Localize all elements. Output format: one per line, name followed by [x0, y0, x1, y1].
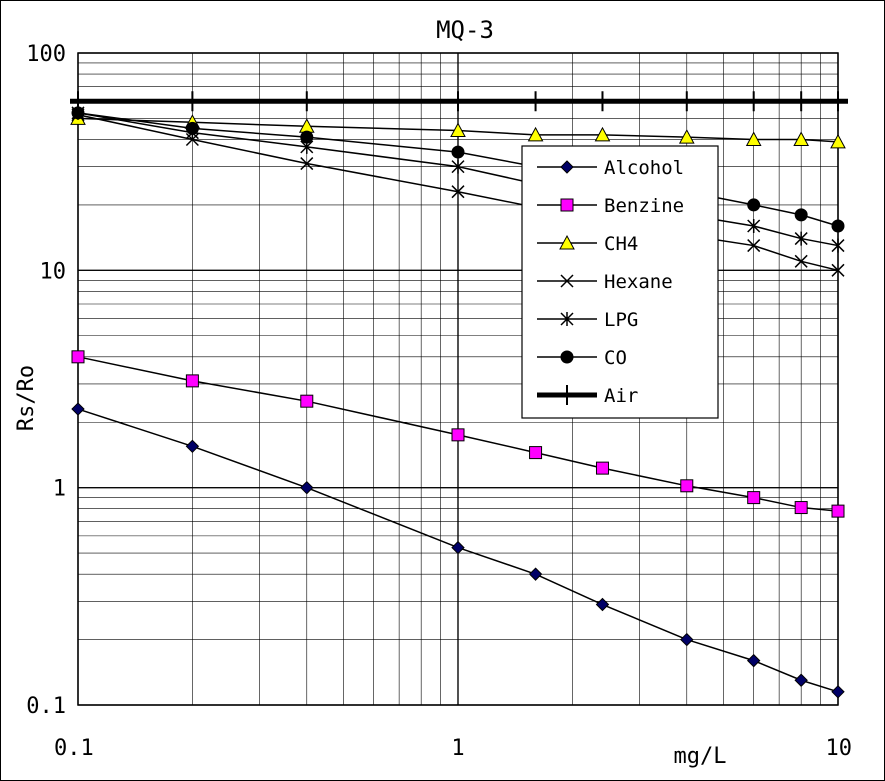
data-point-hexane — [451, 185, 465, 199]
data-point-ch4 — [793, 131, 810, 146]
y-tick-label: 10 — [40, 259, 67, 284]
data-point-alcohol — [300, 480, 314, 495]
data-point-benzine — [185, 374, 199, 388]
data-point-co — [747, 198, 761, 212]
series-line-alcohol — [77, 408, 839, 693]
data-point-lpg — [747, 218, 761, 233]
data-point-co — [831, 219, 845, 233]
data-point-lpg — [451, 159, 465, 174]
data-point-hexane — [300, 157, 314, 171]
data-point-lpg — [794, 231, 808, 246]
legend-marker-air — [560, 385, 574, 405]
data-point-air — [185, 91, 200, 112]
legend-marker-hexane — [560, 274, 574, 288]
data-point-ch4 — [450, 122, 466, 137]
data-point-air — [451, 91, 465, 112]
data-point-alcohol — [794, 673, 808, 687]
series-benzine — [71, 350, 845, 518]
series-layer — [70, 91, 848, 699]
y-tick-label: 0.1 — [26, 694, 66, 719]
y-axis-label: Rs/Ro — [14, 365, 39, 431]
legend-box — [521, 145, 719, 419]
legend-label-air: Air — [604, 385, 638, 407]
data-point-benzine — [300, 394, 314, 408]
chart-title: MQ-3 — [436, 16, 494, 44]
legend-label-benzine: Benzine — [604, 195, 684, 217]
data-point-air — [794, 91, 809, 112]
legend: Alcohol Benzine CH4 Hexane LPG CO Air — [521, 145, 719, 419]
data-point-co — [185, 121, 199, 135]
data-point-co — [451, 145, 465, 159]
data-point-benzine — [794, 501, 808, 515]
data-point-ch4 — [527, 126, 544, 142]
data-point-ch4 — [745, 131, 762, 146]
plot-area — [77, 52, 839, 706]
legend-marker-lpg — [560, 312, 574, 326]
legend-label-lpg: LPG — [604, 309, 638, 331]
x-tick-label: 1 — [451, 736, 464, 761]
series-line-ch4 — [77, 117, 839, 143]
data-point-alcohol — [71, 402, 85, 416]
y-tick-labels: 100 10 1 0.1 — [26, 42, 66, 719]
y-tick-label: 1 — [53, 477, 66, 502]
data-point-air — [595, 91, 610, 112]
data-point-lpg — [831, 238, 845, 253]
x-tick-label: 10 — [826, 736, 853, 761]
legend-marker-benzine — [560, 198, 574, 212]
x-tick-labels: 0.1 1 10 — [54, 736, 852, 761]
data-point-hexane — [747, 239, 761, 253]
data-point-ch4 — [678, 129, 695, 144]
legend-label-ch4: CH4 — [604, 233, 638, 255]
data-point-benzine — [71, 350, 85, 364]
data-point-benzine — [451, 428, 465, 442]
data-point-co — [300, 130, 314, 144]
series-ch4 — [70, 110, 846, 149]
legend-marker-ch4 — [559, 234, 575, 250]
x-axis-label: mg/L — [674, 744, 727, 769]
data-point-alcohol — [680, 632, 694, 647]
legend-marker-co — [560, 350, 574, 364]
data-point-benzine — [747, 491, 761, 505]
data-point-co — [794, 208, 808, 222]
series-line-benzine — [77, 356, 839, 512]
x-tick-label: 0.1 — [54, 736, 94, 761]
data-point-alcohol — [831, 685, 845, 699]
data-point-benzine — [529, 446, 543, 460]
legend-label-alcohol: Alcohol — [604, 157, 684, 179]
y-tick-label: 100 — [26, 42, 66, 67]
data-point-air — [831, 91, 845, 112]
data-point-alcohol — [185, 439, 200, 454]
data-point-alcohol — [746, 653, 761, 668]
data-point-ch4 — [830, 133, 846, 149]
data-point-air — [679, 91, 694, 112]
data-point-benzine — [595, 461, 609, 475]
data-point-hexane — [831, 263, 845, 277]
data-point-alcohol — [528, 567, 543, 581]
data-point-alcohol — [451, 540, 465, 555]
legend-marker-alcohol — [560, 160, 574, 174]
data-point-benzine — [680, 479, 694, 493]
series-alcohol — [71, 402, 845, 699]
data-point-benzine — [831, 504, 845, 518]
legend-label-co: CO — [604, 347, 627, 369]
data-point-air — [746, 91, 761, 112]
data-point-ch4 — [594, 126, 611, 142]
data-point-air — [71, 91, 85, 112]
data-point-air — [528, 91, 543, 112]
data-point-hexane — [794, 254, 808, 268]
data-point-alcohol — [595, 597, 610, 612]
series-air — [70, 91, 848, 112]
data-point-air — [299, 91, 314, 112]
legend-label-hexane: Hexane — [604, 271, 673, 293]
